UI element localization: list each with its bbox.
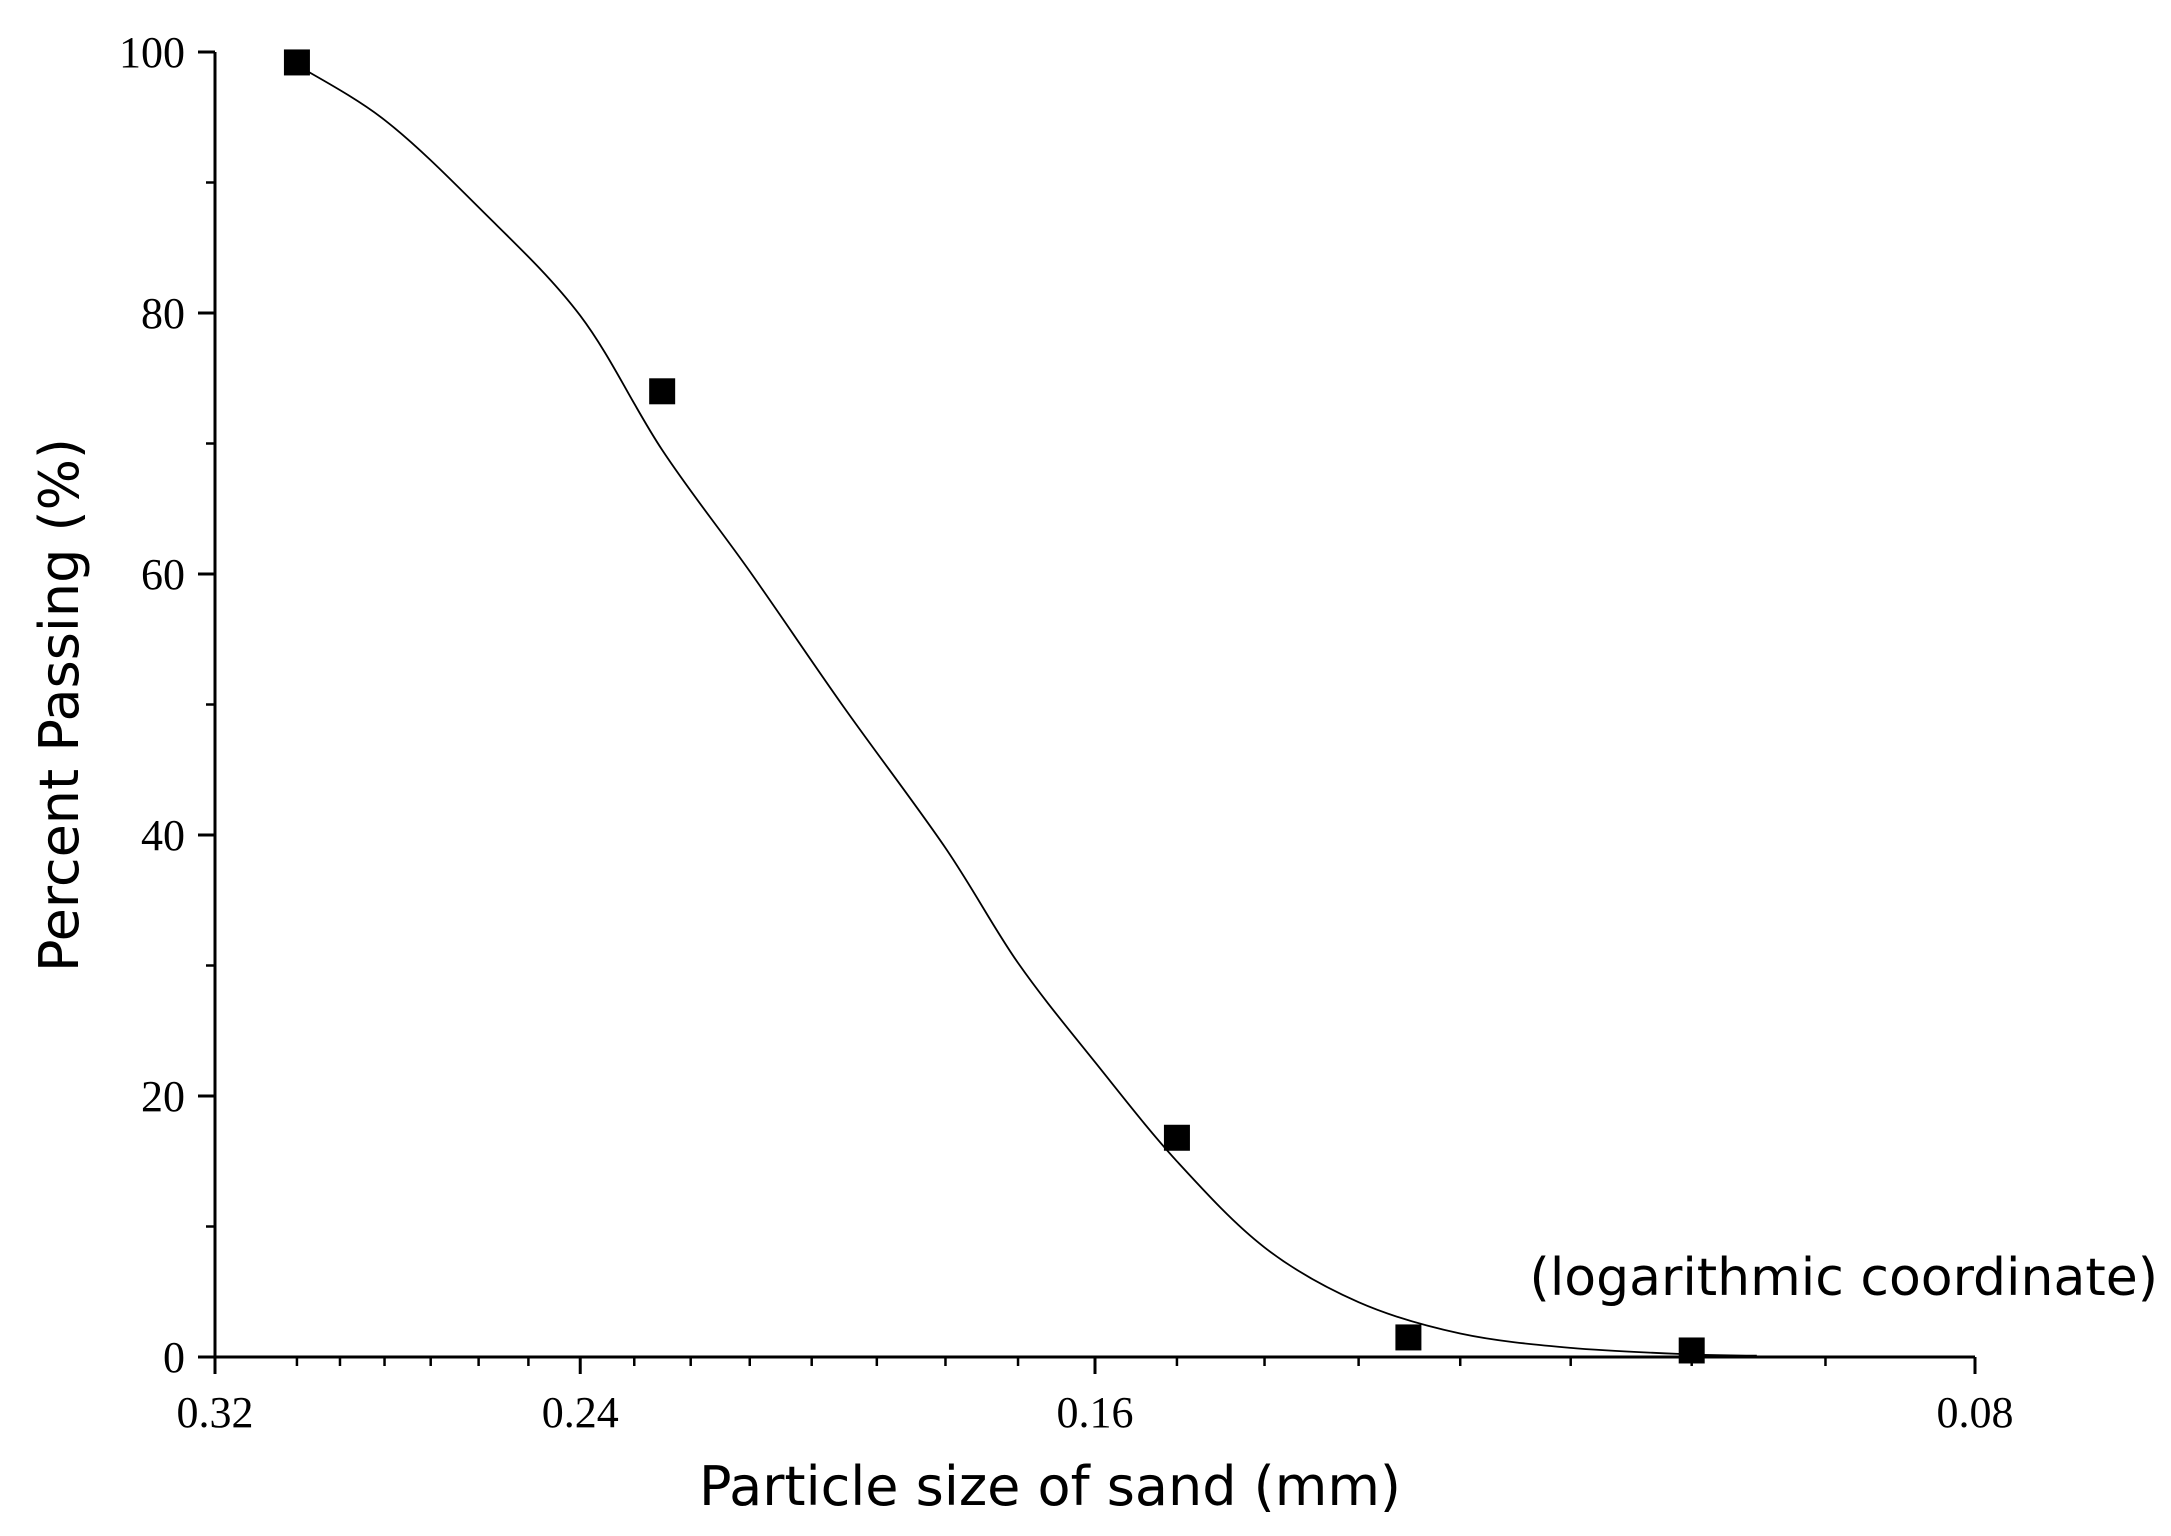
x-tick-label: 0.08 xyxy=(1937,1388,2014,1437)
x-tick-label: 0.24 xyxy=(542,1388,619,1437)
x-major-ticks: 0.32 0.24 0.16 0.08 xyxy=(177,1357,2014,1437)
y-tick-label: 100 xyxy=(119,28,185,77)
y-tick-label: 0 xyxy=(163,1333,185,1382)
data-points xyxy=(283,49,1705,1364)
y-major-ticks: 0 20 40 60 80 100 xyxy=(119,28,215,1382)
data-point-square xyxy=(1678,1337,1705,1364)
data-point-square xyxy=(1395,1324,1422,1351)
y-axis-title: Percent Passing (%) xyxy=(28,438,91,972)
y-tick-label: 60 xyxy=(141,550,185,599)
plot-area: 0 20 40 60 80 100 0.32 0.24 0.16 0.08 xyxy=(119,28,2014,1437)
y-tick-label: 80 xyxy=(141,289,185,338)
x-axis-title: Particle size of sand (mm) xyxy=(699,1455,1401,1518)
fit-curve-layer xyxy=(296,64,1757,1357)
x-tick-label: 0.16 xyxy=(1057,1388,1134,1437)
data-point-square xyxy=(649,378,676,405)
data-point-square xyxy=(283,49,310,76)
log-scale-annotation: (logarithmic coordinate) xyxy=(1530,1248,2158,1308)
y-tick-label: 40 xyxy=(141,811,185,860)
data-point-square xyxy=(1163,1124,1190,1151)
fit-curve xyxy=(296,64,1757,1357)
y-tick-label: 20 xyxy=(141,1072,185,1121)
x-tick-label: 0.32 xyxy=(177,1388,254,1437)
